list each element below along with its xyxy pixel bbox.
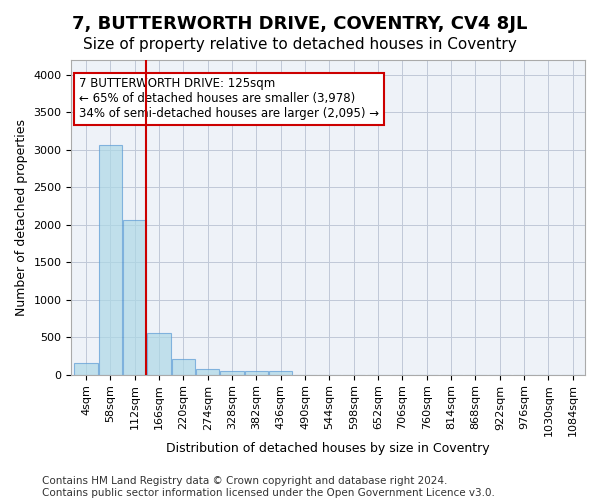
Bar xyxy=(172,358,195,374)
Text: 7, BUTTERWORTH DRIVE, COVENTRY, CV4 8JL: 7, BUTTERWORTH DRIVE, COVENTRY, CV4 8JL xyxy=(73,15,527,33)
Y-axis label: Number of detached properties: Number of detached properties xyxy=(15,119,28,316)
X-axis label: Distribution of detached houses by size in Coventry: Distribution of detached houses by size … xyxy=(166,442,490,455)
Bar xyxy=(74,364,98,374)
Bar xyxy=(245,370,268,374)
Bar xyxy=(196,369,219,374)
Text: Contains HM Land Registry data © Crown copyright and database right 2024.
Contai: Contains HM Land Registry data © Crown c… xyxy=(42,476,495,498)
Bar xyxy=(123,220,146,374)
Bar xyxy=(148,333,170,374)
Bar xyxy=(269,370,292,374)
Text: Size of property relative to detached houses in Coventry: Size of property relative to detached ho… xyxy=(83,38,517,52)
Bar xyxy=(220,370,244,374)
Text: 7 BUTTERWORTH DRIVE: 125sqm
← 65% of detached houses are smaller (3,978)
34% of : 7 BUTTERWORTH DRIVE: 125sqm ← 65% of det… xyxy=(79,78,379,120)
Bar xyxy=(99,146,122,374)
